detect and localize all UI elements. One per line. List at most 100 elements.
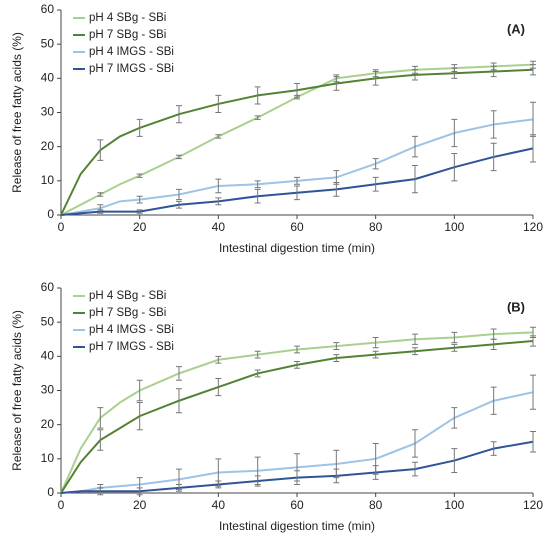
error-bar	[530, 431, 536, 453]
error-bar	[451, 67, 458, 79]
error-bar	[490, 142, 497, 172]
x-tick-label: 20	[133, 220, 147, 234]
y-axis-label: Release of free fatty acids (%)	[10, 32, 24, 193]
error-bar	[176, 188, 182, 201]
x-tick-label: 40	[212, 220, 226, 234]
error-bar	[215, 480, 222, 489]
error-bar	[136, 173, 143, 178]
error-bar	[254, 475, 261, 487]
y-tick-label: 30	[41, 105, 55, 119]
error-bar	[176, 105, 182, 124]
error-bar	[372, 158, 379, 170]
error-bar	[254, 350, 261, 359]
error-bar	[254, 369, 261, 378]
error-bar	[372, 337, 379, 349]
x-tick-label: 40	[212, 498, 226, 512]
y-tick-label: 20	[41, 417, 55, 431]
x-tick-label: 0	[58, 498, 65, 512]
y-tick-label: 0	[47, 207, 54, 221]
error-bar	[412, 333, 418, 345]
annotation: (A)	[507, 21, 525, 36]
error-bar	[412, 135, 418, 158]
x-tick-label: 20	[133, 498, 147, 512]
error-bar	[136, 118, 143, 137]
error-bar	[412, 164, 418, 194]
x-axis-label: Intestinal digestion time (min)	[219, 241, 375, 255]
error-bar	[294, 176, 300, 185]
error-bar	[136, 379, 143, 402]
error-bar	[294, 360, 300, 369]
error-bar	[176, 388, 182, 414]
legend-label: pH 4 SBg - SBi	[89, 12, 166, 24]
error-bar	[215, 178, 222, 194]
legend-label: pH 7 IMGS - SBi	[89, 341, 174, 353]
error-bar	[372, 176, 379, 192]
error-bar	[176, 366, 182, 381]
error-bar	[490, 338, 497, 350]
error-bar	[215, 355, 222, 364]
error-bar	[136, 487, 143, 496]
error-bar	[97, 487, 104, 496]
x-tick-label: 120	[523, 498, 543, 512]
error-bar	[176, 154, 182, 160]
x-tick-label: 80	[369, 498, 383, 512]
error-bar	[412, 429, 418, 458]
x-tick-label: 60	[290, 498, 304, 512]
error-bar	[254, 86, 261, 105]
y-tick-label: 0	[47, 485, 54, 499]
error-bar	[451, 118, 458, 148]
error-bar	[97, 407, 104, 429]
y-axis-label: Release of free fatty acids (%)	[10, 310, 24, 471]
error-bar	[333, 182, 340, 197]
y-tick-label: 10	[41, 173, 55, 187]
error-bar	[97, 139, 104, 161]
error-bar	[294, 82, 300, 98]
error-bar	[530, 134, 536, 163]
error-bar	[451, 331, 458, 344]
error-bar	[372, 465, 379, 480]
y-tick-label: 20	[41, 139, 55, 153]
error-bar	[215, 197, 222, 206]
error-bar	[451, 407, 458, 429]
legend-label: pH 7 IMGS - SBi	[89, 63, 174, 75]
x-tick-label: 60	[290, 220, 304, 234]
error-bar	[136, 195, 143, 204]
error-bar	[176, 200, 182, 209]
error-bar	[294, 345, 300, 354]
error-bar	[490, 65, 497, 78]
chart: 0 10 20 30 40 50 60 0 20 40 60 80 100 120 Intestinal d…	[10, 2, 543, 255]
error-bar	[254, 180, 261, 189]
error-bar	[254, 115, 261, 120]
legend-label: pH 7 SBg - SBi	[89, 29, 166, 41]
error-bar	[294, 185, 300, 201]
y-tick-label: 30	[41, 383, 55, 397]
error-bar	[333, 354, 340, 362]
y-tick-label: 60	[41, 280, 55, 294]
annotation: (B)	[507, 299, 525, 314]
error-bar	[333, 468, 340, 484]
error-bar	[333, 76, 340, 91]
y-tick-label: 40	[41, 349, 55, 363]
x-axis-label: Intestinal digestion time (min)	[219, 519, 375, 533]
error-bar	[372, 71, 379, 86]
error-bar	[490, 110, 497, 139]
error-bar	[136, 209, 143, 214]
error-bar	[97, 429, 104, 451]
error-bar	[215, 378, 222, 397]
x-tick-label: 120	[523, 220, 543, 234]
y-tick-label: 60	[41, 2, 55, 16]
error-bar	[136, 401, 143, 431]
error-bar	[294, 470, 300, 485]
error-bar	[412, 347, 418, 356]
legend-label: pH 7 SBg - SBi	[89, 307, 166, 319]
error-bar	[333, 342, 340, 350]
error-bar	[451, 343, 458, 352]
y-tick-label: 50	[41, 314, 55, 328]
error-bar	[412, 461, 418, 477]
legend-label: pH 4 SBg - SBi	[89, 290, 166, 302]
error-bar	[372, 350, 379, 359]
error-bar	[530, 64, 536, 76]
x-tick-label: 80	[369, 220, 383, 234]
y-tick-label: 50	[41, 36, 55, 50]
